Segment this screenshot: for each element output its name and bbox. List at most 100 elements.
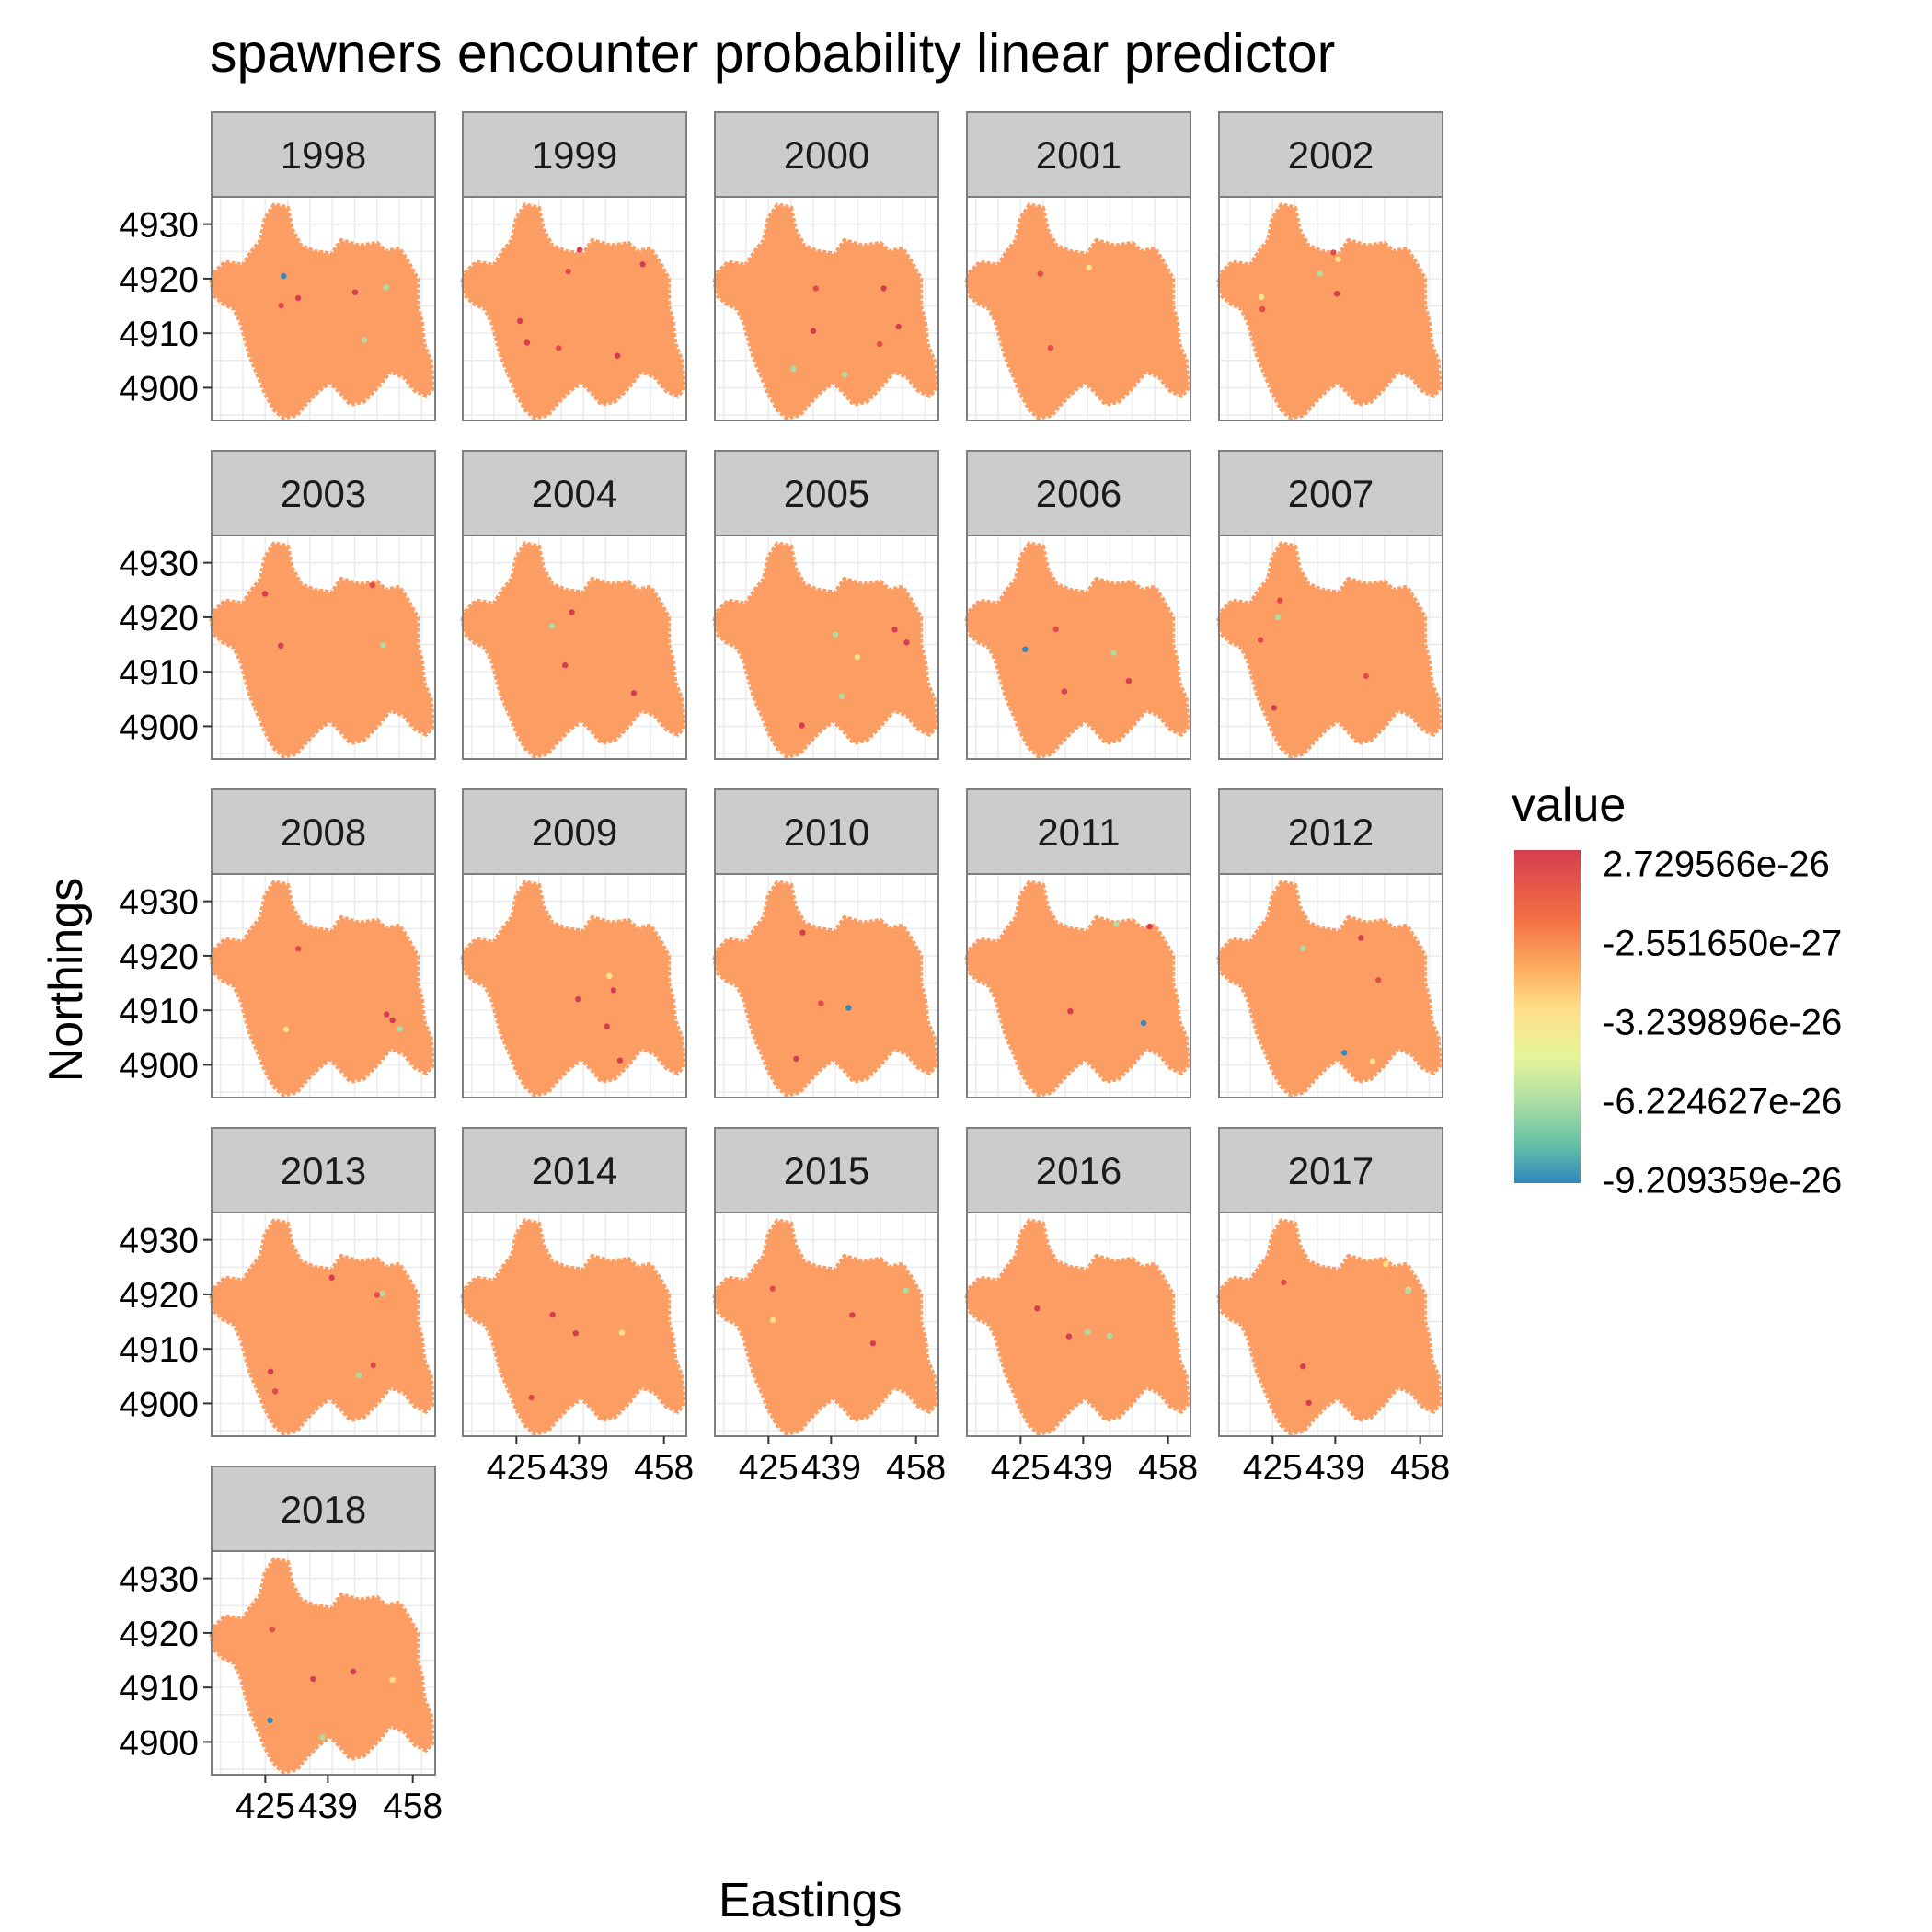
facet-panel: 2011 [964, 788, 1191, 1098]
data-point [267, 1368, 274, 1375]
data-point [1140, 1019, 1147, 1027]
facet-panel: 2004 [460, 450, 687, 760]
y-tick-label: 4910 [119, 653, 199, 693]
data-point [379, 1290, 385, 1297]
data-point [1113, 921, 1120, 927]
data-point [278, 642, 284, 649]
data-point [351, 289, 359, 295]
data-point [616, 1057, 624, 1064]
data-point [370, 1362, 376, 1369]
panel-border [1218, 535, 1443, 760]
legend-tick-label: -9.209359e-26 [1603, 1160, 1843, 1202]
facet-strip-label: 2018 [281, 1488, 366, 1531]
data-point [562, 661, 569, 669]
data-point [869, 1340, 877, 1347]
facet-strip-label: 2000 [784, 133, 869, 177]
facet-panel: 2013 4900 4910 4920 4930 [119, 1127, 436, 1437]
data-point [272, 1388, 279, 1395]
data-point [572, 1330, 579, 1337]
data-point [903, 1287, 909, 1294]
x-tick-label: 425 [236, 1787, 295, 1826]
x-tick-label: 439 [549, 1448, 609, 1488]
data-points-region [1216, 1218, 1443, 1436]
data-points-region [712, 541, 939, 759]
y-tick-label: 4920 [119, 1615, 199, 1654]
data-point [793, 1055, 799, 1063]
data-point [1047, 345, 1054, 351]
data-points-region [209, 541, 436, 759]
y-tick-label: 4920 [119, 1276, 199, 1316]
data-point [369, 581, 375, 589]
data-point [569, 609, 575, 615]
y-tick-label: 4910 [119, 1330, 199, 1370]
y-tick-label: 4930 [119, 883, 199, 923]
panel-border [211, 1550, 436, 1776]
data-point [278, 302, 284, 309]
facet-strip-label: 2005 [784, 472, 869, 515]
data-points-region [209, 880, 436, 1098]
x-tick-label: 458 [1138, 1448, 1198, 1488]
y-tick-label: 4910 [119, 992, 199, 1031]
data-point [1300, 1363, 1306, 1370]
facet-strip-label: 2004 [532, 472, 617, 515]
data-point [1259, 305, 1266, 313]
facet-panel: 2002 [1216, 111, 1443, 421]
data-point [523, 339, 531, 346]
legend-tick-label: -3.239896e-26 [1603, 1002, 1843, 1043]
panel-border [966, 535, 1191, 760]
data-point [849, 1312, 856, 1318]
data-point [549, 1311, 556, 1318]
data-point [1369, 1058, 1376, 1064]
data-points-region [1216, 880, 1443, 1098]
facet-strip-label: 2013 [281, 1149, 366, 1192]
data-point [1107, 1332, 1113, 1340]
data-point [1086, 264, 1092, 270]
data-points-region [209, 1557, 436, 1775]
data-point [1274, 614, 1282, 620]
data-point [1034, 1305, 1041, 1312]
data-point [799, 722, 805, 729]
facet-panel: 2003 4900 4910 4920 4930 [119, 450, 436, 760]
facet-panel: 2017 425 439 458 [1216, 1127, 1450, 1488]
x-tick-label: 425 [487, 1448, 546, 1488]
panel-border [462, 196, 687, 421]
x-tick-label: 439 [298, 1787, 358, 1826]
facet-panel: 2015 425 439 458 [712, 1127, 946, 1488]
x-tick-label: 458 [634, 1448, 694, 1488]
legend-tick-label: -6.224627e-26 [1603, 1081, 1843, 1122]
data-point [294, 294, 302, 302]
data-point [769, 1285, 776, 1292]
legend-tick-label: 2.729566e-26 [1603, 844, 1830, 885]
facet-panel: 2001 [964, 111, 1191, 421]
data-points-region [964, 541, 1191, 759]
panel-border [462, 1212, 687, 1437]
data-point [1330, 249, 1337, 256]
facet-strip-label: 2009 [532, 811, 617, 854]
legend-title: value [1512, 778, 1627, 832]
data-point [269, 1626, 275, 1633]
facet-strip [714, 111, 939, 198]
facet-strip-label: 2010 [784, 811, 869, 854]
y-tick-label: 4910 [119, 1669, 199, 1708]
data-point [1065, 1333, 1073, 1340]
facet-panel: 2007 [1216, 450, 1443, 760]
data-points-region [964, 880, 1191, 1098]
facet-strip [211, 1466, 436, 1552]
data-point [1110, 650, 1117, 656]
legend-tick-label: -2.551650e-27 [1603, 923, 1843, 964]
facet-strip [1218, 1127, 1443, 1213]
data-point [845, 1005, 852, 1011]
x-tick-label: 458 [1390, 1448, 1450, 1488]
facet-strip-label: 2006 [1036, 472, 1121, 515]
y-tick-label: 4930 [119, 1560, 199, 1600]
facet-strip [714, 788, 939, 875]
data-point [1146, 923, 1153, 930]
data-point [1300, 945, 1306, 951]
y-tick-label: 4910 [119, 315, 199, 354]
data-point [1404, 1288, 1411, 1294]
data-point [1067, 1008, 1074, 1015]
facet-strip-label: 2017 [1288, 1149, 1374, 1192]
facet-strip-label: 2007 [1288, 472, 1374, 515]
panel-border [462, 873, 687, 1098]
x-axis-label: Eastings [719, 1874, 903, 1927]
